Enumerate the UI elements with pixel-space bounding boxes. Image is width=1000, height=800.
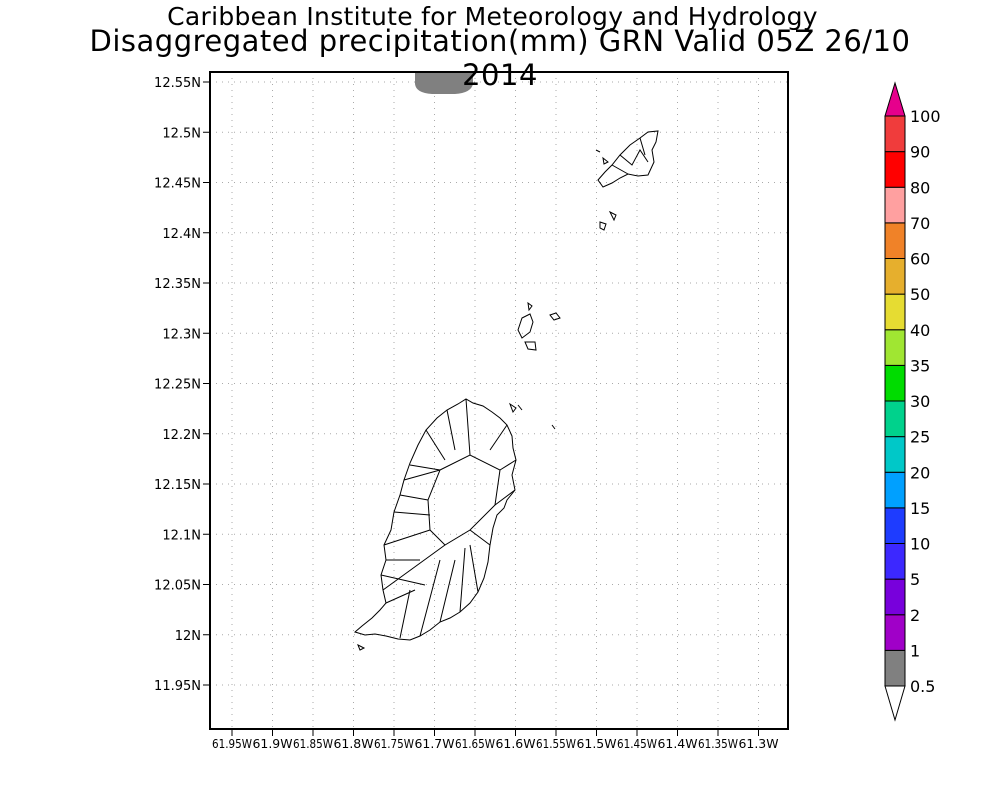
lat-label: 11.95N (154, 679, 201, 694)
latitude-axis: 12.55N 12.5N 12.45N 12.4N 12.35N 12.3N 12.25N 1… (154, 76, 210, 694)
colorbar-box (884, 400, 906, 438)
colorbar-label: 60 (910, 250, 930, 269)
lon-label: 61.5W (577, 737, 617, 751)
precip-area (415, 73, 473, 94)
colorbar-over-triangle (884, 81, 906, 117)
lat-label: 12N (175, 629, 201, 644)
colorbar-box (884, 578, 906, 616)
colorbar-box (884, 649, 906, 687)
lon-label: 61.85W (293, 737, 333, 751)
lat-label: 12.55N (154, 76, 201, 91)
grenada-island (353, 398, 556, 651)
grid-lines (210, 72, 788, 729)
colorbar-label: 50 (910, 285, 930, 304)
colorbar-box (884, 222, 906, 259)
colorbar-label: 40 (910, 321, 930, 340)
colorbar-box (884, 151, 906, 188)
colorbar-label: 25 (910, 428, 930, 447)
lat-label: 12.05N (154, 579, 201, 594)
colorbar-box (884, 258, 906, 295)
colorbar-box (884, 614, 906, 651)
lon-label: 61.3W (739, 737, 779, 751)
colorbar-box (884, 186, 906, 224)
colorbar-label: 90 (910, 143, 930, 162)
lon-label: 61.6W (496, 737, 536, 751)
lon-label: 61.75W (374, 737, 414, 751)
colorbar-label: 1 (910, 641, 920, 660)
colorbar-label: 15 (910, 499, 930, 518)
lon-label: 61.8W (334, 737, 374, 751)
colorbar-box (884, 293, 906, 331)
colorbar-box (884, 329, 906, 366)
longitude-axis: 61.95W 61.9W 61.85W 61.8W 61.75W 61.7W 61.65W 6… (212, 729, 779, 751)
colorbar-label: 10 (910, 535, 930, 554)
lat-label: 12.35N (154, 277, 201, 292)
colorbar-label: 70 (910, 214, 930, 233)
colorbar-label: 20 (910, 463, 930, 482)
lat-label: 12.2N (162, 428, 201, 443)
lon-label: 61.9W (253, 737, 293, 751)
colorbar-label: 0.5 (910, 677, 935, 696)
carriacou-island (595, 130, 659, 231)
lon-label: 61.35W (698, 737, 738, 751)
colorbar-label: 100 (910, 107, 941, 126)
lon-label: 61.95W (212, 737, 252, 751)
lon-label: 61.65W (455, 737, 495, 751)
lon-label: 61.7W (415, 737, 455, 751)
colorbar-box (884, 115, 906, 153)
title-product: Disaggregated precipitation(mm) GRN Vali… (89, 24, 911, 92)
lat-label: 12.1N (162, 528, 201, 543)
lat-label: 12.15N (154, 478, 201, 493)
colorbar-label: 80 (910, 178, 930, 197)
small-islands (517, 301, 561, 351)
lat-label: 12.25N (154, 378, 201, 393)
colorbar-box (884, 543, 906, 580)
colorbar-under-triangle (884, 685, 906, 722)
lon-label: 61.4W (658, 737, 698, 751)
colorbar-label: 2 (910, 606, 920, 625)
colorbar-box (884, 471, 906, 509)
colorbar-box (884, 364, 906, 402)
title-institute: Caribbean Institute for Meteorology and … (167, 2, 818, 31)
colorbar-box (884, 436, 906, 473)
colorbar-label: 35 (910, 356, 930, 375)
colorbar-label: 5 (910, 570, 920, 589)
lat-label: 12.3N (162, 327, 201, 342)
colorbar-label: 30 (910, 392, 930, 411)
colorbar-box (884, 507, 906, 544)
lat-label: 12.5N (162, 126, 201, 141)
lon-label: 61.45W (617, 737, 657, 751)
lon-label: 61.55W (536, 737, 576, 751)
lat-label: 12.45N (154, 177, 201, 192)
plot-frame (209, 71, 789, 730)
lat-label: 12.4N (162, 227, 201, 242)
